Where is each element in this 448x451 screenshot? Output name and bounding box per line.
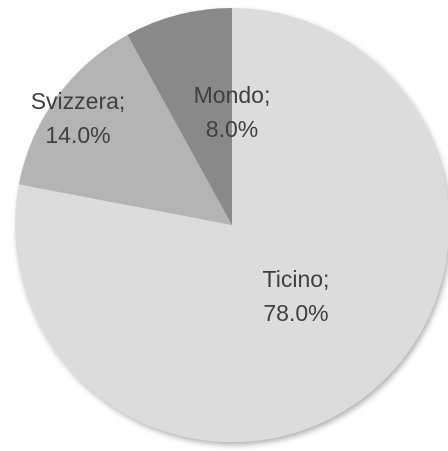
slice-category-label: Svizzera; <box>31 88 126 114</box>
slice-category-label: Ticino; <box>263 266 330 292</box>
slice-value-label: 14.0% <box>45 122 110 148</box>
slice-category-label: Mondo; <box>194 82 271 108</box>
pie-slice <box>15 8 448 442</box>
slice-value-label: 78.0% <box>263 300 328 326</box>
pie-slice <box>127 7 232 225</box>
pie <box>15 7 448 442</box>
pie-slice <box>18 34 233 226</box>
slice-value-label: 8.0% <box>206 116 258 142</box>
